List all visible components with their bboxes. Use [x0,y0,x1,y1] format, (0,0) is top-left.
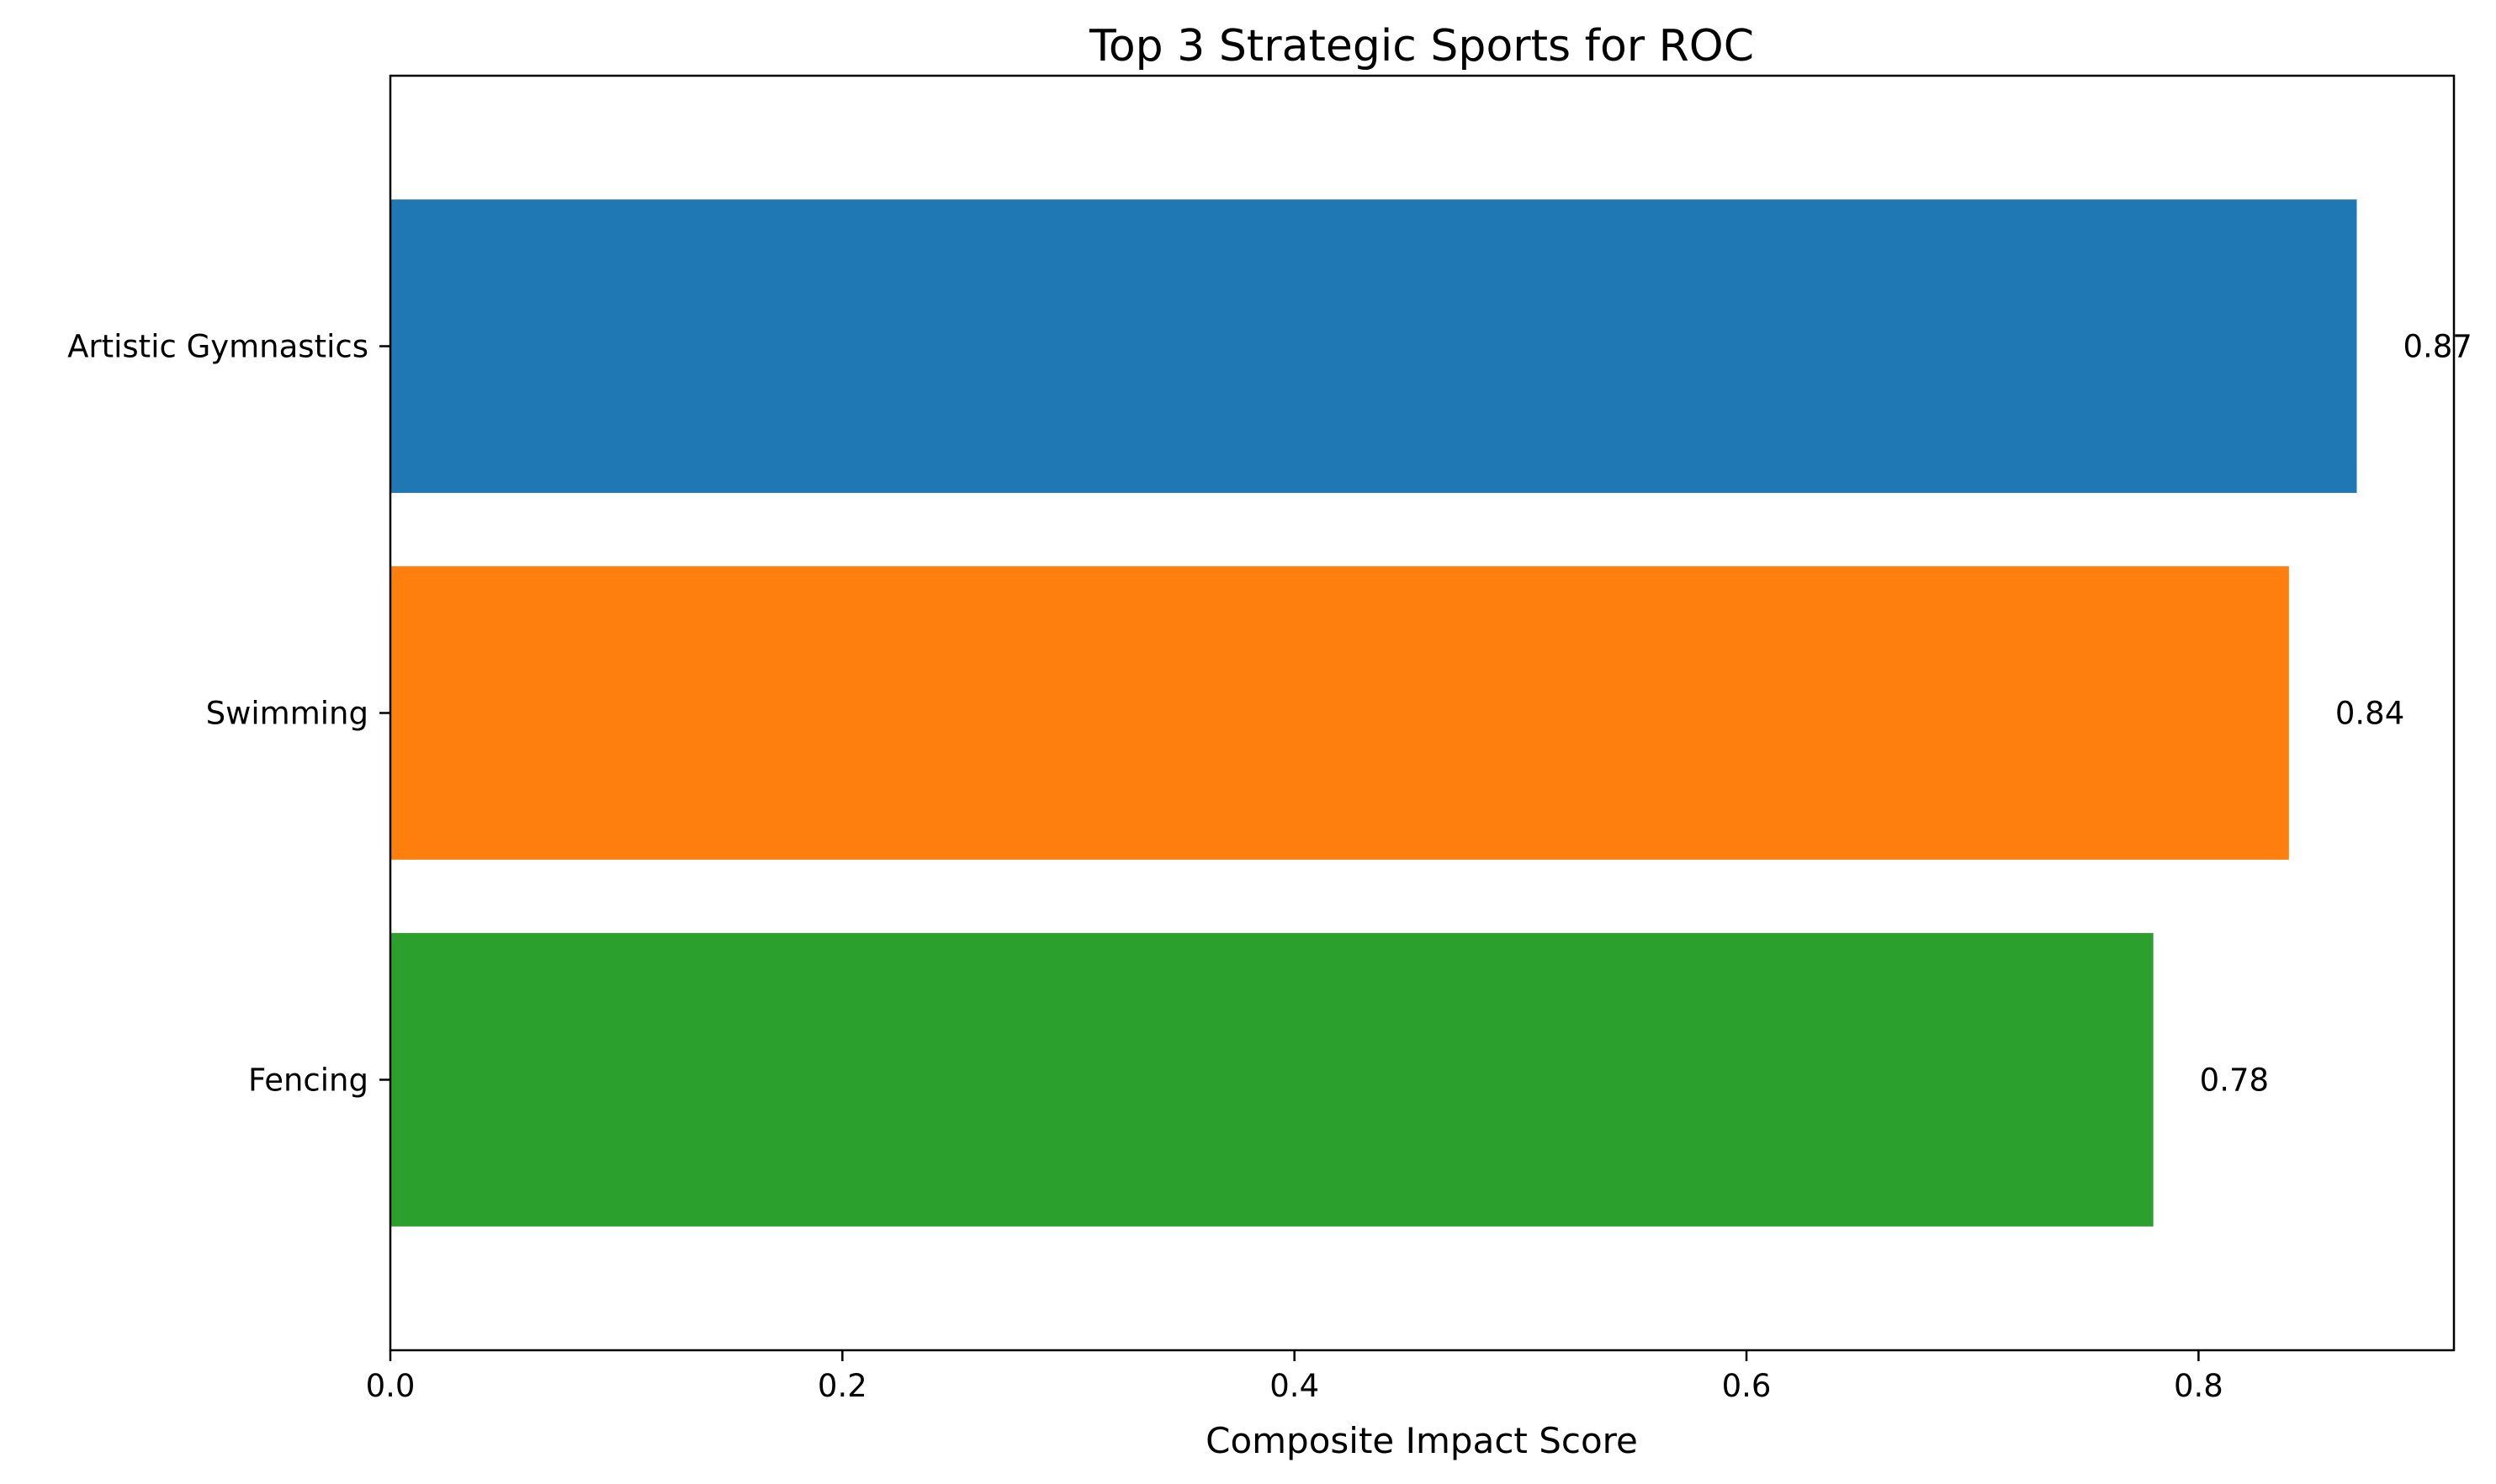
x-tick-label: 0.4 [1269,1368,1319,1404]
y-tick-label: Artistic Gymnastics [67,329,368,365]
x-tick-label: 0.6 [1722,1368,1772,1404]
plot-frame [389,74,2456,1352]
bar-swimming [390,566,2289,860]
data-label: 0.87 [2403,329,2472,365]
y-tick-label: Swimming [206,696,368,732]
x-tick-label: 0.8 [2174,1368,2223,1404]
x-tick-label: 0.2 [818,1368,867,1404]
bar-fencing [390,933,2154,1227]
chart-title: Top 3 Strategic Sports for ROC [1089,21,1754,72]
y-axis: Artistic Gymnastics Swimming Fencing [67,329,390,1098]
data-label: 0.84 [2335,696,2404,732]
bars-layer [390,199,2357,1227]
bar-artistic-gymnastics [390,199,2357,493]
x-axis: 0.0 0.2 0.4 0.6 0.8 [366,1350,2223,1404]
x-tick-label: 0.0 [366,1368,416,1404]
data-label: 0.78 [2200,1062,2269,1098]
y-tick-label: Fencing [248,1062,368,1098]
x-axis-title: Composite Impact Score [1206,1420,1638,1461]
data-labels-layer: 0.87 0.84 0.78 [2200,329,2472,1099]
